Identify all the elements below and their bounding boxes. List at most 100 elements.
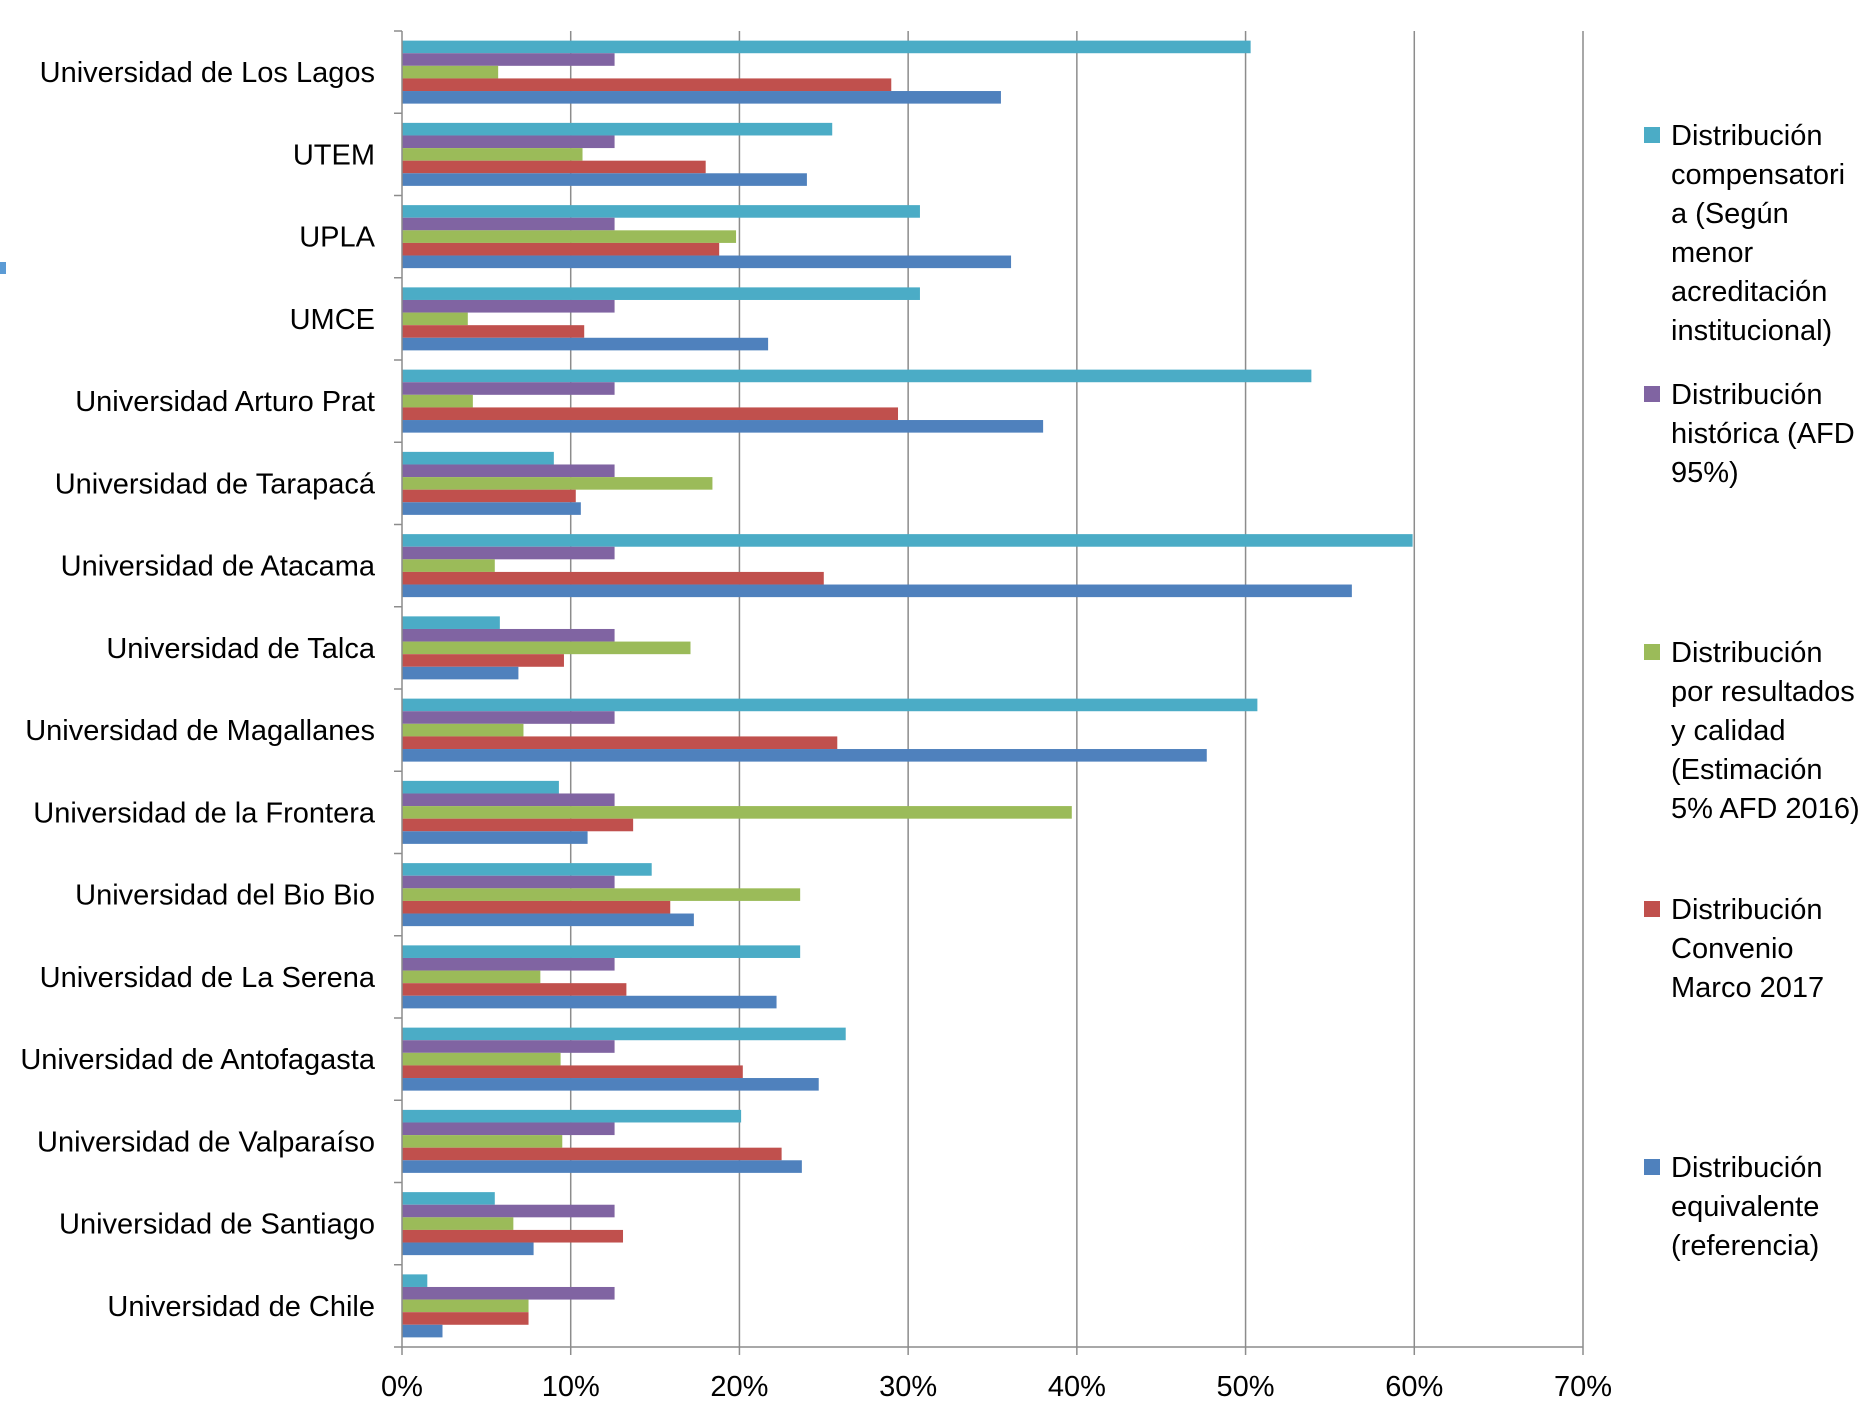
x-tick-label: 30% bbox=[879, 1371, 937, 1403]
bar bbox=[402, 957, 615, 971]
bar bbox=[402, 40, 1251, 54]
bar bbox=[402, 1160, 802, 1173]
bar bbox=[402, 217, 615, 231]
bar bbox=[402, 723, 524, 737]
bar bbox=[402, 1324, 443, 1338]
bar bbox=[402, 91, 1001, 104]
bar bbox=[402, 698, 1258, 712]
bar bbox=[402, 135, 615, 149]
legend-swatch bbox=[1644, 386, 1660, 402]
legend-label-line: 5% AFD 2016) bbox=[1671, 793, 1860, 825]
legend-label-line: Distribución bbox=[1671, 379, 1823, 411]
bar bbox=[402, 875, 615, 889]
bar bbox=[402, 1217, 514, 1230]
bar bbox=[402, 616, 500, 629]
bar bbox=[402, 53, 615, 66]
legend-label-line: (Estimación bbox=[1671, 754, 1823, 786]
legend-label-line: Marco 2017 bbox=[1671, 972, 1824, 1004]
bar bbox=[402, 831, 588, 844]
bar bbox=[402, 78, 892, 92]
legend-label-line: Convenio bbox=[1671, 933, 1794, 965]
legend-item: Distribución histórica (AFD 95%) bbox=[1644, 379, 1855, 489]
legend-label-line: a (Según bbox=[1671, 198, 1789, 230]
x-tick-label: 10% bbox=[542, 1371, 600, 1403]
bar bbox=[402, 1027, 846, 1041]
bar bbox=[402, 255, 1012, 269]
category-label: Universidad de Valparaíso bbox=[37, 1126, 375, 1158]
bar bbox=[402, 571, 824, 585]
legend-label-line: acreditación bbox=[1671, 276, 1827, 308]
bar bbox=[402, 1204, 615, 1218]
bar bbox=[402, 1122, 615, 1136]
bar bbox=[402, 451, 554, 465]
bar bbox=[402, 654, 564, 667]
legend-swatch bbox=[1644, 1159, 1660, 1175]
bar bbox=[402, 464, 615, 478]
bar bbox=[402, 65, 499, 79]
legend-item: Distribución compensatori a (Según menor acr… bbox=[1644, 120, 1845, 347]
bar bbox=[402, 382, 615, 395]
bar bbox=[402, 793, 615, 807]
bar bbox=[402, 1052, 561, 1066]
bar bbox=[402, 1312, 529, 1325]
bar bbox=[402, 888, 801, 901]
bar bbox=[402, 477, 713, 490]
legend-swatch bbox=[1644, 127, 1660, 143]
bar bbox=[402, 369, 1312, 383]
bar bbox=[402, 1109, 742, 1123]
x-tick-label: 40% bbox=[1048, 1371, 1106, 1403]
bar bbox=[402, 711, 615, 724]
legend-label-line: compensatori bbox=[1671, 159, 1845, 191]
gridlines bbox=[569, 31, 1584, 1347]
bar bbox=[402, 983, 627, 996]
axes bbox=[394, 30, 1584, 1355]
x-tick-label: 20% bbox=[710, 1371, 768, 1403]
bar bbox=[402, 736, 838, 750]
bar bbox=[402, 559, 495, 572]
legend-label-line: histórica (AFD bbox=[1671, 418, 1855, 450]
legend-label-line: institucional) bbox=[1671, 315, 1832, 347]
bar bbox=[402, 148, 583, 161]
legend-label-line: Distribución bbox=[1671, 120, 1823, 152]
bar bbox=[402, 546, 615, 560]
bar bbox=[402, 337, 769, 351]
legend: Distribución compensatori a (Según menor acr… bbox=[1644, 120, 1860, 1262]
category-label: UPLA bbox=[299, 222, 375, 254]
category-labels: Universidad de Los Lagos UTEM UPLA UMCE Univ… bbox=[20, 57, 376, 1323]
bar bbox=[402, 945, 801, 958]
bar bbox=[402, 230, 737, 243]
category-label: Universidad de Atacama bbox=[61, 551, 376, 583]
category-label: Universidad de Santiago bbox=[59, 1209, 375, 1241]
bar bbox=[402, 641, 691, 655]
legend-label: Distribución compensatori a (Según menor acr… bbox=[1671, 120, 1845, 347]
bar bbox=[402, 420, 1044, 433]
stray-marker bbox=[0, 262, 6, 274]
category-label: UMCE bbox=[290, 304, 375, 336]
legend-label-line: por resultados bbox=[1671, 676, 1855, 708]
legend-label-line: 95%) bbox=[1671, 457, 1739, 489]
bar bbox=[402, 1299, 529, 1313]
bar bbox=[402, 780, 559, 794]
bar bbox=[402, 1040, 615, 1053]
bar bbox=[402, 666, 519, 680]
bar bbox=[402, 1192, 495, 1205]
bar bbox=[402, 1286, 615, 1300]
category-label: Universidad de La Serena bbox=[40, 962, 376, 994]
x-tick-label: 60% bbox=[1385, 1371, 1443, 1403]
bar bbox=[402, 242, 720, 256]
bar bbox=[402, 325, 585, 338]
x-tick-label: 50% bbox=[1217, 1371, 1275, 1403]
bar bbox=[402, 205, 920, 218]
bar bbox=[402, 1065, 743, 1079]
bar bbox=[402, 900, 671, 914]
x-tick-label: 0% bbox=[381, 1371, 423, 1403]
bar bbox=[402, 1274, 428, 1287]
bar bbox=[402, 1135, 563, 1148]
legend-item: Distribución equivalente (referencia) bbox=[1644, 1152, 1823, 1262]
category-label: Universidad del Bio Bio bbox=[75, 880, 375, 912]
bar bbox=[402, 749, 1207, 762]
bar bbox=[402, 173, 807, 186]
bar bbox=[402, 818, 634, 832]
legend-label-line: Distribución bbox=[1671, 894, 1823, 926]
